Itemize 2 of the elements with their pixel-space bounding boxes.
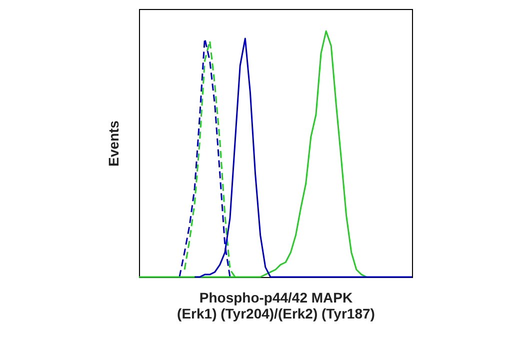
y-axis-title: Events — [106, 120, 122, 166]
x-axis-title: Phospho-p44/42 MAPK (Erk1) (Tyr204)/(Erk2) (Tyr187) — [177, 290, 375, 322]
